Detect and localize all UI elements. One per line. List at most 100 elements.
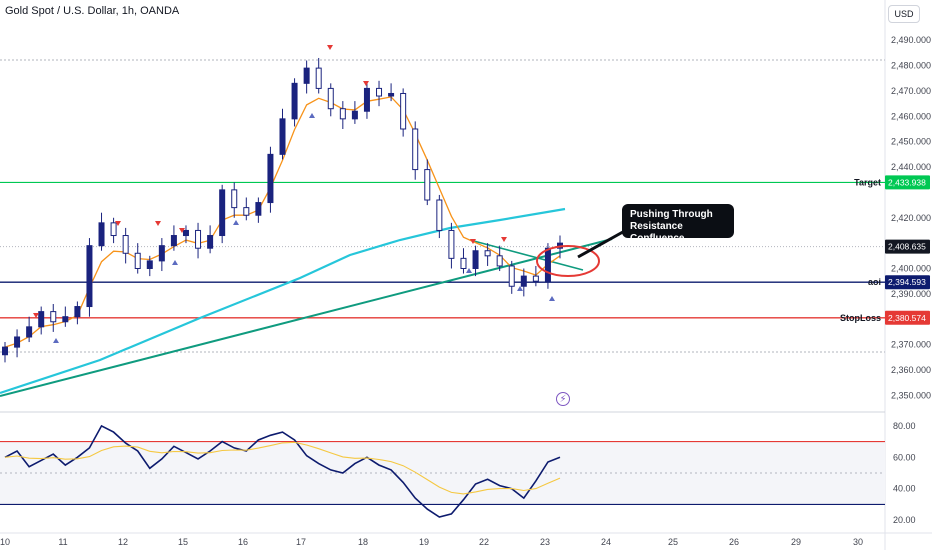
callout-box: Pushing Through Resistance Confluence [622, 204, 734, 244]
price-tick-label: 2,480.000 [891, 61, 931, 71]
buy-signal-marker [309, 113, 315, 118]
highlight-ellipse [536, 245, 600, 277]
candle-body [291, 82, 298, 120]
sell-signal-marker [501, 237, 507, 242]
candle-body [339, 108, 346, 120]
time-tick-label: 11 [58, 537, 67, 547]
price-tick-label: 2,360.000 [891, 365, 931, 375]
level-name-label: StopLoss [840, 313, 881, 323]
callout-line-1: Pushing Through [630, 209, 713, 220]
candle-body [255, 202, 262, 216]
price-tick-label: 2,420.000 [891, 213, 931, 223]
candle-body [110, 222, 117, 237]
candle-body [195, 229, 202, 249]
candle-body [146, 260, 153, 269]
candle-body [363, 87, 370, 112]
candle-body [279, 118, 286, 155]
sell-signal-marker [33, 313, 39, 318]
sell-signal-marker [470, 239, 476, 244]
candle-body [484, 250, 491, 257]
candle-body [267, 153, 274, 204]
candle-body [231, 189, 238, 209]
level-price-label: 2,408.635 [888, 242, 926, 252]
candle-body [26, 326, 33, 338]
time-tick-label: 29 [791, 537, 801, 547]
buy-signal-marker [233, 220, 239, 225]
callout-line-2: Resistance Confluence [630, 221, 685, 244]
price-tick-label: 2,490.000 [891, 35, 931, 45]
time-tick-label: 18 [358, 537, 368, 547]
rsi-tick-label: 60.00 [893, 452, 916, 462]
level-price-tag [885, 239, 930, 254]
level-price-label: 2,380.574 [888, 313, 926, 323]
lightning-icon[interactable]: ⚡︎ [556, 392, 570, 406]
candle-body [182, 229, 189, 237]
callout-arrow [577, 226, 631, 259]
candle-body [351, 110, 358, 120]
candle-body [315, 67, 322, 89]
price-tick-label: 2,400.000 [891, 263, 931, 273]
time-tick-label: 15 [178, 537, 188, 547]
candle-body [327, 87, 334, 110]
buy-signal-marker [53, 338, 59, 343]
level-price-label: 2,394.593 [888, 277, 926, 287]
time-tick-label: 19 [419, 537, 429, 547]
time-tick-label: 23 [540, 537, 550, 547]
candle-body [508, 265, 515, 287]
candle-body [50, 311, 57, 323]
ema-slow-line [0, 207, 566, 395]
candle-body [74, 306, 81, 318]
price-tick-label: 2,460.000 [891, 111, 931, 121]
time-tick-label: 22 [479, 537, 489, 547]
candle-body [14, 336, 21, 348]
time-tick-label: 16 [238, 537, 248, 547]
resistance-line [469, 239, 584, 271]
candle-body [412, 128, 419, 171]
level-name-label: Target [854, 177, 881, 187]
candle-body [207, 235, 214, 249]
buy-signal-marker [549, 296, 555, 301]
rsi-line [4, 424, 561, 518]
rsi-tick-label: 40.00 [893, 484, 916, 494]
level-price-tag [885, 175, 930, 190]
rsi-tick-label: 80.00 [893, 421, 916, 431]
level-price-tag [885, 275, 930, 290]
sell-signal-marker [363, 81, 369, 86]
chart-title: Gold Spot / U.S. Dollar, 1h, OANDA [5, 5, 180, 17]
candle-body [134, 252, 141, 269]
candle-body [303, 67, 310, 84]
rsi-band [0, 441, 885, 505]
time-tick-label: 30 [853, 537, 863, 547]
time-tick-label: 12 [118, 537, 128, 547]
candle-body [520, 275, 527, 287]
buy-signal-marker [172, 260, 178, 265]
candle-body [472, 250, 479, 269]
level-name-label: aoi [868, 277, 881, 287]
candle-body [424, 169, 431, 201]
currency-button[interactable]: USD [888, 5, 920, 23]
candle-body [376, 87, 383, 97]
time-tick-label: 24 [601, 537, 611, 547]
candle-body [86, 245, 93, 308]
candle-body [460, 257, 467, 269]
time-tick-label: 17 [296, 537, 306, 547]
candle-body [170, 235, 177, 247]
sell-signal-marker [155, 221, 161, 226]
sell-signal-marker [179, 228, 185, 233]
candle-body [448, 229, 455, 259]
candle-body [158, 245, 165, 262]
candle-body [2, 346, 8, 356]
time-tick-label: 10 [0, 537, 10, 547]
price-tick-label: 2,440.000 [891, 162, 931, 172]
rsi-ma-line [4, 441, 561, 495]
time-tick-label: 26 [729, 537, 739, 547]
price-tick-label: 2,370.000 [891, 340, 931, 350]
time-tick-label: 25 [668, 537, 678, 547]
buy-signal-marker [517, 286, 523, 291]
buy-signal-marker [466, 268, 472, 273]
level-price-tag [885, 310, 930, 325]
price-tick-label: 2,390.000 [891, 289, 931, 299]
candle-body [532, 275, 539, 282]
sell-signal-marker [115, 221, 121, 226]
